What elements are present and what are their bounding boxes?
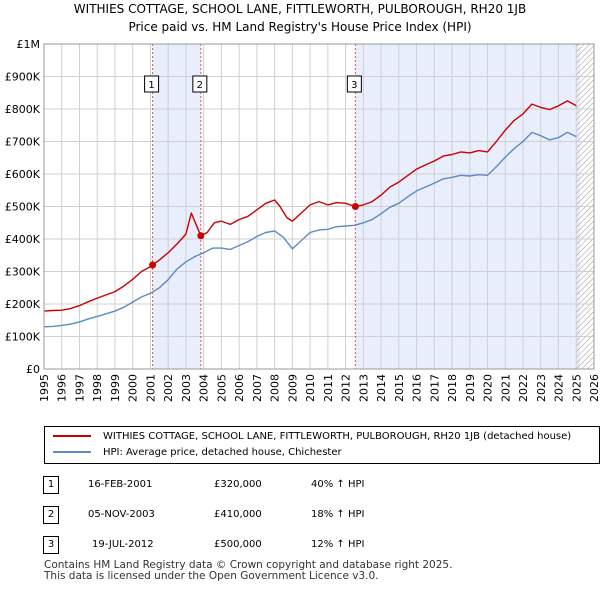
- footer-licence: This data is licensed under the Open Gov…: [44, 570, 379, 582]
- x-tick-label: 2000: [127, 374, 140, 402]
- y-tick-label: £900K: [5, 71, 41, 84]
- x-tick-label: 2013: [357, 374, 370, 402]
- x-tick-label: 2017: [428, 374, 441, 402]
- x-tick-label: 2010: [304, 374, 317, 402]
- y-tick-label: £500K: [5, 201, 41, 214]
- x-tick-label: 2012: [340, 374, 353, 402]
- chart-subtitle: Price paid vs. HM Land Registry's House …: [128, 20, 472, 34]
- footer: Contains HM Land Registry data © Crown c…: [44, 560, 452, 582]
- x-tick-label: 2002: [162, 374, 175, 402]
- sale-label-2: 2: [197, 80, 203, 91]
- legend-item-hpi: HPI: Average price, detached house, Chic…: [53, 447, 342, 458]
- sale-row-2: 2 05-NOV-2003 £410,000 18% ↑ HPI: [0, 506, 600, 526]
- sale-hpi-diff: 12% ↑ HPI: [311, 539, 365, 550]
- x-tick-label: 2021: [499, 374, 512, 402]
- footer-copyright: Contains HM Land Registry data © Crown c…: [44, 559, 453, 571]
- sale-point-3: [351, 203, 359, 210]
- x-tick-label: 2001: [144, 374, 157, 402]
- y-tick-label: £600K: [5, 168, 41, 181]
- sale-date: 05-NOV-2003: [88, 509, 155, 520]
- x-tick-label: 2016: [411, 374, 424, 402]
- sale-row-3: 3 19-JUL-2012 £500,000 12% ↑ HPI: [0, 536, 600, 556]
- x-tick-label: 2015: [393, 374, 406, 402]
- legend-label-property: WITHIES COTTAGE, SCHOOL LANE, FITTLEWORT…: [103, 431, 572, 442]
- x-tick-label: 2025: [570, 374, 583, 402]
- y-tick-label: £0: [26, 363, 40, 376]
- sale-number-badge: 3: [43, 536, 59, 554]
- sale-price: £320,000: [214, 479, 262, 490]
- sale-date: 19-JUL-2012: [92, 539, 154, 550]
- sale-row-1: 1 16-FEB-2001 £320,000 40% ↑ HPI: [0, 476, 600, 496]
- sale-number-badge: 2: [43, 506, 59, 524]
- legend-swatch-property: [53, 435, 91, 437]
- sale-hpi-diff: 40% ↑ HPI: [311, 479, 365, 490]
- sale-number-badge: 1: [43, 476, 59, 494]
- plot-frame: [43, 43, 595, 370]
- x-tick-label: 1996: [56, 374, 69, 402]
- y-tick-label: £700K: [5, 136, 41, 149]
- x-tick-label: 2004: [198, 374, 211, 402]
- sale-hpi-diff: 18% ↑ HPI: [311, 509, 365, 520]
- x-tick-label: 2014: [375, 374, 388, 402]
- x-tick-label: 2005: [215, 374, 228, 402]
- sale-date: 16-FEB-2001: [88, 479, 153, 490]
- x-tick-label: 2018: [446, 374, 459, 402]
- x-tick-label: 1998: [91, 374, 104, 402]
- y-tick-label: £800K: [5, 103, 41, 116]
- x-tick-label: 1999: [109, 374, 122, 402]
- x-tick-label: 2020: [482, 374, 495, 402]
- y-tick-label: £100K: [5, 331, 41, 344]
- sale-price: £410,000: [214, 509, 262, 520]
- sale-point-2: [197, 232, 205, 240]
- sale-price: £500,000: [214, 539, 262, 550]
- x-tick-label: 2003: [180, 374, 193, 402]
- y-tick-label: £1M: [17, 38, 41, 51]
- x-tick-label: 2011: [322, 374, 335, 402]
- x-tick-label: 2009: [286, 374, 299, 402]
- x-tick-label: 2026: [588, 374, 600, 402]
- y-tick-label: £200K: [5, 298, 41, 311]
- x-tick-label: 2007: [251, 374, 264, 402]
- x-tick-label: 2023: [535, 374, 548, 402]
- sale-label-box-2: [192, 75, 208, 93]
- sale-label-3: 3: [351, 80, 357, 91]
- sale-label-box-3: [346, 75, 362, 93]
- x-tick-label: 1997: [73, 374, 86, 402]
- x-tick-label: 2019: [464, 374, 477, 402]
- series-line-hpi: [43, 131, 577, 328]
- x-tick-label: 2022: [517, 374, 530, 402]
- legend-swatch-hpi: [53, 451, 91, 453]
- x-tick-label: 1995: [38, 374, 51, 402]
- sale-label-box-1: [144, 75, 160, 93]
- price-chart: 1 2 3 £0 £100K £200K £300K £400K £500K £600K £700…: [5, 38, 600, 402]
- series-line-property: [43, 100, 577, 312]
- sale-point-1: [149, 261, 157, 269]
- y-tick-label: £300K: [5, 266, 41, 279]
- y-tick-label: £400K: [5, 233, 41, 246]
- legend-item-property: WITHIES COTTAGE, SCHOOL LANE, FITTLEWORT…: [53, 431, 571, 442]
- chart-title: WITHIES COTTAGE, SCHOOL LANE, FITTLEWORT…: [73, 2, 527, 16]
- legend: WITHIES COTTAGE, SCHOOL LANE, FITTLEWORT…: [44, 426, 600, 464]
- x-tick-label: 2008: [269, 374, 282, 402]
- x-tick-label: 2024: [553, 374, 566, 402]
- x-tick-label: 2006: [233, 374, 246, 402]
- legend-label-hpi: HPI: Average price, detached house, Chic…: [103, 447, 342, 458]
- sale-label-1: 1: [148, 80, 154, 91]
